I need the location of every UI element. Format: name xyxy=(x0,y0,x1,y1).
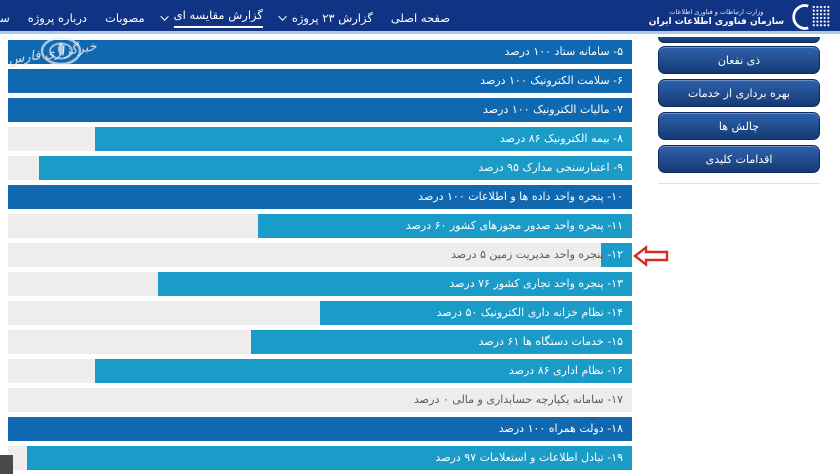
nav-item-5[interactable]: سایر xyxy=(0,9,10,25)
nav-item-label: درباره پروژه xyxy=(27,11,87,25)
bar-label: ۱۱- پنجره واحد صدور مجوزهای کشور ۶۰ درصد xyxy=(405,219,623,232)
corner-widget-button[interactable] xyxy=(0,455,13,474)
bar-row: ۹- اعتبارسنجی مدارک ۹۵ درصد xyxy=(8,156,632,180)
nav-item-0[interactable]: صفحه اصلی xyxy=(391,9,450,25)
bar-row: ۱۳- پنجره واحد تجاری کشور ۷۶ درصد xyxy=(8,272,632,296)
bar-row: ۱۲- پنجره واحد مدیریت زمین ۵ درصد xyxy=(8,243,632,267)
bar-row: ۵- سامانه ستاد ۱۰۰ درصد xyxy=(8,40,632,64)
bar-chart: ۵- سامانه ستاد ۱۰۰ درصد ۶- سلامت الکترونی… xyxy=(8,40,632,474)
bar-row: ۱۱- پنجره واحد صدور مجوزهای کشور ۶۰ درصد xyxy=(8,214,632,238)
bar-label: ۹- اعتبارسنجی مدارک ۹۵ درصد xyxy=(478,161,623,174)
sidebar-divider xyxy=(658,183,820,184)
nav-menu: صفحه اصلی گزارش ۲۳ پروژه گزارش مقایسه ای مص… xyxy=(0,0,450,34)
nav-item-label: سایر xyxy=(0,11,10,25)
nav-item-label: گزارش مقایسه ای xyxy=(173,8,263,28)
bar-fill xyxy=(8,185,632,209)
sidebar-button-0[interactable]: ذی نفعان xyxy=(658,46,820,74)
bar-row: ۱۷- سامانه یکپارچه حسابداری و مالی ۰ درص… xyxy=(8,388,632,412)
bar-fill xyxy=(8,40,632,64)
bar-label: ۱۸- دولت همراه ۱۰۰ درصد xyxy=(498,422,623,435)
nav-item-3[interactable]: مصوبات xyxy=(105,9,145,25)
bar-label: ۵- سامانه ستاد ۱۰۰ درصد xyxy=(504,45,623,58)
bar-fill xyxy=(8,417,632,441)
sidebar-button-3[interactable]: اقدامات کلیدی xyxy=(658,145,820,173)
top-nav: صفحه اصلی گزارش ۲۳ پروژه گزارش مقایسه ای مص… xyxy=(0,0,840,34)
bar-row: ۱۹- تبادل اطلاعات و استعلامات ۹۷ درصد xyxy=(8,446,632,470)
bar-fill xyxy=(320,301,632,325)
bar-fill xyxy=(95,127,632,151)
site-logo[interactable]: وزارت ارتباطات و فناوری اطلاعات سازمان ف… xyxy=(649,2,832,32)
bar-row: ۶- سلامت الکترونیک ۱۰۰ درصد xyxy=(8,69,632,93)
sidebar-button-1[interactable]: بهره برداری از خدمات xyxy=(658,79,820,107)
nav-item-4[interactable]: درباره پروژه xyxy=(28,9,87,25)
bar-label: ۱۶- نظام اداری ۸۶ درصد xyxy=(508,364,623,377)
bar-fill xyxy=(157,272,632,296)
red-annotation-arrow-icon xyxy=(633,245,669,271)
ministry-name: وزارت ارتباطات و فناوری اطلاعات xyxy=(669,7,764,16)
bar-label: ۱۷- سامانه یکپارچه حسابداری و مالی ۰ درص… xyxy=(414,393,623,406)
bar-fill xyxy=(257,214,632,238)
ministry-logo-icon xyxy=(792,4,830,30)
bar-row: ۱۰- پنجره واحد داده ها و اطلاعات ۱۰۰ درص… xyxy=(8,185,632,209)
organization-name: سازمان فناوری اطلاعات ایران xyxy=(648,16,784,27)
bar-row: ۱۸- دولت همراه ۱۰۰ درصد xyxy=(8,417,632,441)
bar-label: ۱۳- پنجره واحد تجاری کشور ۷۶ درصد xyxy=(449,277,623,290)
bar-fill xyxy=(8,98,632,122)
bar-label: ۱۹- تبادل اطلاعات و استعلامات ۹۷ درصد xyxy=(435,451,623,464)
bar-fill xyxy=(8,69,632,93)
nav-item-label: گزارش ۲۳ پروژه xyxy=(291,11,373,25)
bar-fill xyxy=(95,359,632,383)
sidebar-button-partial[interactable] xyxy=(658,37,820,43)
bar-label: ۱۰- پنجره واحد داده ها و اطلاعات ۱۰۰ درص… xyxy=(418,190,623,203)
bar-row: ۸- بیمه الکترونیک ۸۶ درصد xyxy=(8,127,632,151)
nav-item-label: صفحه اصلی xyxy=(390,11,450,25)
sidebar-button-2[interactable]: چالش ها xyxy=(658,112,820,140)
site-logo-text: وزارت ارتباطات و فناوری اطلاعات سازمان ف… xyxy=(649,8,784,27)
bar-row: ۱۶- نظام اداری ۸۶ درصد xyxy=(8,359,632,383)
bar-label: ۱۵- خدمات دستگاه ها ۶۱ درصد xyxy=(478,335,623,348)
bar-row: ۱۵- خدمات دستگاه ها ۶۱ درصد xyxy=(8,330,632,354)
bar-fill xyxy=(600,243,632,267)
bar-row: ۱۴- نظام خزانه داری الکترونیک ۵۰ درصد xyxy=(8,301,632,325)
bar-row: ۷- مالیات الکترونیک ۱۰۰ درصد xyxy=(8,98,632,122)
nav-item-label: مصوبات xyxy=(105,11,145,25)
bar-label: ۶- سلامت الکترونیک ۱۰۰ درصد xyxy=(480,74,623,87)
bar-fill xyxy=(251,330,632,354)
bar-label: ۷- مالیات الکترونیک ۱۰۰ درصد xyxy=(483,103,623,116)
bar-label: ۸- بیمه الکترونیک ۸۶ درصد xyxy=(499,132,623,145)
bar-fill xyxy=(39,156,632,180)
bar-fill xyxy=(26,446,632,470)
chevron-down-icon xyxy=(159,12,169,21)
bar-label: ۱۲- پنجره واحد مدیریت زمین ۵ درصد xyxy=(451,248,623,261)
chevron-down-icon xyxy=(278,12,287,21)
nav-item-1[interactable]: گزارش ۲۳ پروژه xyxy=(278,9,373,25)
bar-label: ۱۴- نظام خزانه داری الکترونیک ۵۰ درصد xyxy=(436,306,623,319)
nav-item-2[interactable]: گزارش مقایسه ای xyxy=(159,6,263,28)
